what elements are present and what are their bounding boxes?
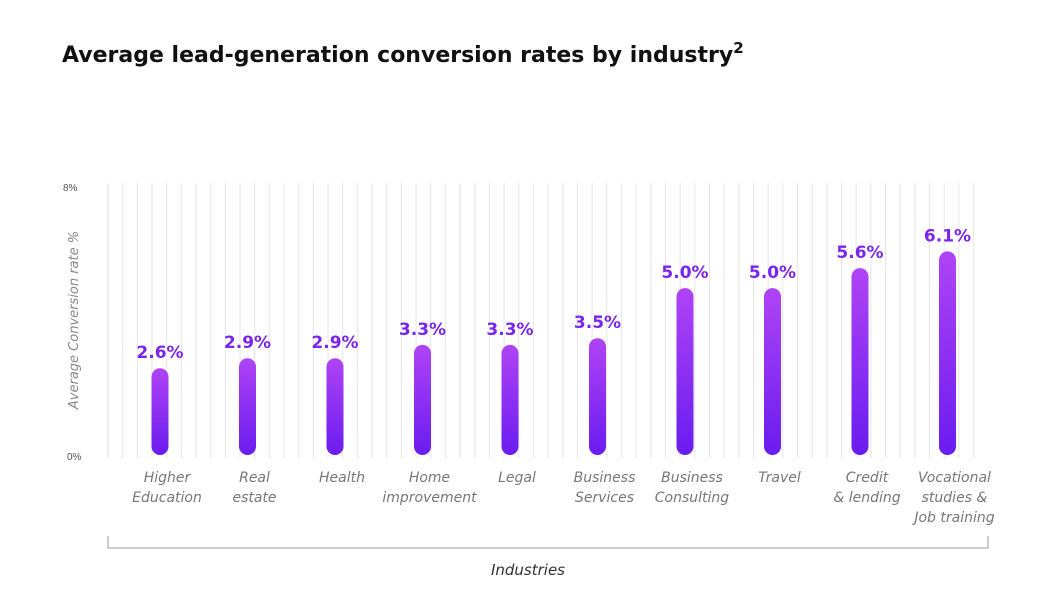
category-label: Credit & lending: [833, 470, 900, 506]
category-label: Business Consulting: [655, 470, 730, 506]
gridlines: [107, 183, 975, 458]
bar: [851, 268, 869, 455]
bar: [151, 368, 169, 455]
data-label: 2.9%: [311, 333, 358, 353]
bar: [414, 344, 431, 455]
bar: [939, 251, 956, 455]
data-label: 3.5%: [574, 313, 621, 333]
chart-title-text: Average lead-generation conversion rates…: [62, 43, 734, 68]
bar: [239, 358, 256, 455]
category-label: Home improvement: [382, 470, 477, 506]
data-label: 2.9%: [224, 333, 271, 353]
category-labels: Higher Education Real estate Health Home impro…: [132, 470, 995, 526]
category-label: Higher Education: [132, 470, 202, 506]
bar: [589, 338, 606, 455]
data-label: 3.3%: [399, 320, 446, 340]
value-labels: 2.6% 2.9% 2.9% 3.3% 3.3% 3.5% 5.0% 5.0% 5.6% 6.1%: [136, 226, 971, 363]
data-label: 6.1%: [924, 226, 971, 246]
category-label: Health: [319, 470, 365, 486]
category-label: Real estate: [232, 470, 276, 506]
chart-title-footnote: 2: [733, 39, 744, 57]
data-label: 5.6%: [836, 243, 883, 263]
data-label: 5.0%: [749, 263, 796, 283]
data-label: 3.3%: [486, 320, 533, 340]
y-axis-title: Average Conversion rate %: [67, 231, 82, 410]
x-axis-title: Industries: [491, 561, 565, 579]
bar: [676, 288, 694, 455]
category-label: Vocational studies & Job training: [911, 470, 994, 526]
category-label: Travel: [758, 470, 801, 486]
bars: [151, 251, 956, 455]
y-tick-max: 8%: [63, 183, 78, 194]
category-label: Business Services: [574, 470, 636, 506]
y-tick-min: 0%: [67, 452, 82, 463]
bar: [326, 358, 344, 455]
data-label: 2.6%: [136, 343, 183, 363]
x-axis-bracket: [107, 536, 989, 549]
category-label: Legal: [498, 470, 536, 486]
bar: [501, 344, 519, 455]
chart-title: Average lead-generation conversion rates…: [62, 40, 744, 72]
data-label: 5.0%: [661, 263, 708, 283]
bar: [764, 288, 781, 455]
